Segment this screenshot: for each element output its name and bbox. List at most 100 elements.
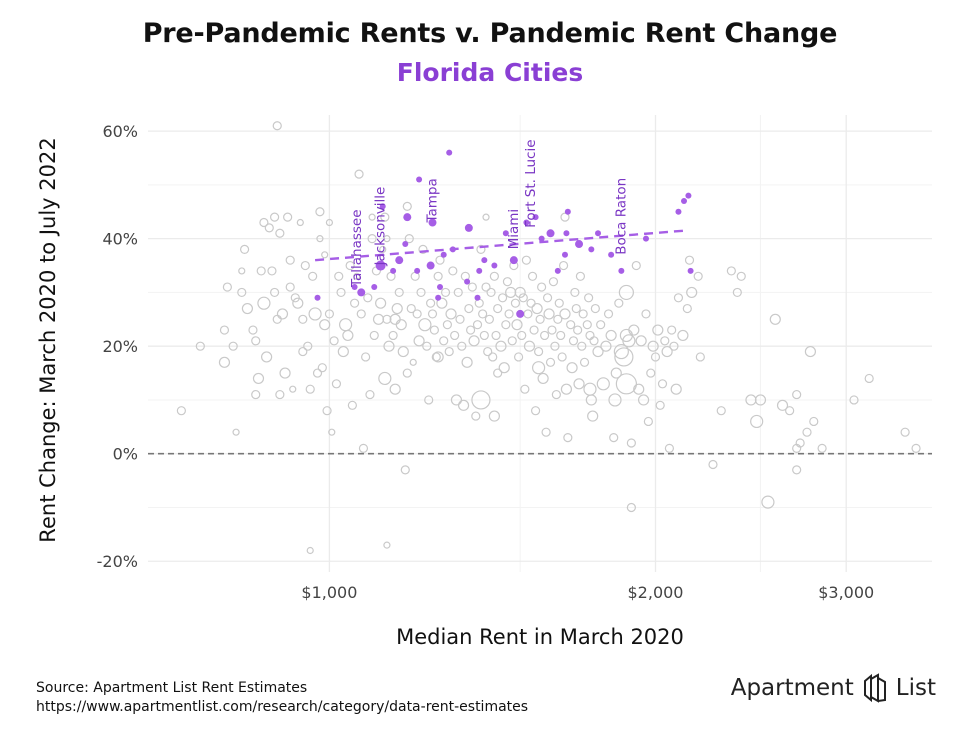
other-city-point — [587, 410, 599, 422]
other-city-point — [527, 271, 538, 281]
x-tick-label: $2,000 — [628, 583, 684, 602]
other-city-point — [354, 169, 364, 179]
other-city-point — [334, 271, 344, 281]
florida-city-point — [532, 214, 539, 221]
other-city-point — [736, 271, 746, 281]
other-city-point — [367, 234, 377, 244]
other-city-point — [296, 218, 304, 227]
other-city-point — [412, 309, 422, 319]
other-city-point — [439, 336, 449, 346]
other-city-point — [252, 372, 265, 385]
other-city-point — [864, 373, 874, 384]
other-city-point — [571, 303, 581, 314]
other-city-point — [331, 379, 342, 389]
other-city-point — [457, 399, 470, 411]
florida-city-point — [523, 219, 530, 226]
grid-lines — [148, 115, 932, 572]
other-city-point — [726, 266, 736, 276]
other-city-point — [626, 502, 636, 513]
other-city-point — [289, 385, 297, 393]
other-city-point — [363, 293, 373, 303]
other-city-point — [486, 287, 496, 298]
other-city-point — [455, 314, 465, 324]
other-city-point — [664, 443, 674, 453]
other-city-point — [402, 201, 412, 211]
other-city-point — [502, 277, 513, 287]
other-city-point — [285, 255, 295, 265]
other-city-point — [554, 298, 564, 308]
other-city-point — [650, 352, 661, 362]
other-city-point — [695, 352, 705, 362]
florida-city-point — [371, 284, 378, 291]
other-city-point — [272, 314, 282, 324]
other-city-point — [559, 308, 571, 320]
other-city-point — [391, 302, 403, 315]
other-city-point — [526, 298, 536, 308]
other-city-point — [523, 340, 536, 352]
other-city-point — [328, 428, 336, 436]
y-tick-label: 20% — [102, 337, 138, 356]
florida-city-point — [554, 267, 561, 274]
other-city-point — [400, 465, 410, 475]
other-city-point — [548, 277, 559, 287]
chart-title: Pre-Pandemic Rents v. Pandemic Rent Chan… — [142, 18, 838, 49]
florida-city-point — [414, 267, 421, 274]
other-city-point — [424, 395, 434, 405]
other-city-point — [444, 346, 454, 357]
other-city-point — [267, 266, 277, 276]
other-cities-points — [176, 121, 921, 555]
other-city-point — [541, 427, 551, 437]
other-city-point — [504, 309, 514, 319]
other-city-point — [248, 325, 258, 335]
city-label: Fort St. Lucie — [523, 139, 539, 227]
other-city-point — [537, 372, 549, 385]
other-city-point — [501, 320, 511, 330]
florida-trend-line — [314, 229, 686, 262]
other-city-point — [652, 324, 664, 336]
city-label: Miami — [506, 209, 522, 250]
other-city-point — [388, 330, 398, 341]
other-city-point — [389, 313, 401, 325]
other-city-point — [577, 341, 587, 351]
other-city-point — [583, 382, 597, 396]
florida-city-point — [446, 149, 453, 156]
florida-city-point — [379, 203, 386, 210]
florida-city-point — [563, 230, 570, 237]
other-city-point — [809, 416, 819, 427]
other-city-point — [507, 336, 517, 346]
other-city-point — [582, 320, 592, 330]
other-city-point — [590, 303, 600, 314]
city-label: Boca Raton — [613, 178, 629, 255]
other-city-point — [418, 318, 432, 332]
other-city-point — [540, 330, 550, 341]
other-city-point — [261, 351, 273, 363]
other-city-point — [817, 443, 827, 453]
florida-city-point — [402, 241, 409, 248]
x-axis-title: Median Rent in March 2020 — [396, 625, 684, 649]
other-city-point — [448, 266, 458, 276]
other-city-point — [329, 336, 339, 346]
other-city-point — [251, 336, 261, 346]
source-note: Source: Apartment List Rent Estimates — [36, 680, 308, 696]
other-city-point — [849, 395, 859, 405]
florida-city-point — [437, 284, 444, 291]
axis-ticks: -20% 0% 20% 40% 60% $1,000 $2,000 $3,000 — [97, 122, 875, 602]
other-city-point — [761, 495, 775, 509]
y-tick-label: 60% — [102, 122, 138, 141]
other-city-point — [633, 383, 645, 395]
other-city-point — [510, 298, 521, 308]
other-city-point — [647, 340, 659, 352]
other-city-point — [750, 414, 764, 429]
other-city-point — [305, 384, 315, 394]
other-city-point — [792, 443, 802, 453]
other-city-point — [785, 406, 795, 416]
florida-city-point — [481, 257, 488, 264]
florida-city-point — [608, 251, 615, 258]
other-city-point — [358, 443, 369, 453]
other-city-point — [306, 546, 314, 555]
other-city-point — [308, 271, 318, 281]
trend-line — [314, 229, 686, 262]
other-city-point — [558, 260, 569, 271]
other-city-point — [322, 406, 332, 416]
